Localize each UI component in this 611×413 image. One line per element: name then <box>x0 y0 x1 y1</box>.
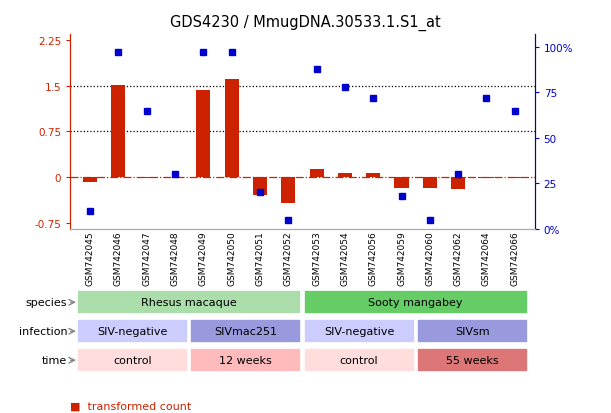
Bar <box>253 178 267 196</box>
Text: SIVsm: SIVsm <box>455 326 489 337</box>
Bar <box>366 173 380 178</box>
Text: Rhesus macaque: Rhesus macaque <box>141 297 237 308</box>
Bar <box>190 320 301 343</box>
Text: species: species <box>26 297 67 308</box>
Bar <box>111 85 125 178</box>
Bar <box>417 320 528 343</box>
Bar <box>77 349 188 372</box>
Bar <box>395 178 409 189</box>
Bar <box>304 291 528 314</box>
Bar <box>417 349 528 372</box>
Bar <box>310 170 324 178</box>
Text: control: control <box>113 355 152 366</box>
Text: control: control <box>340 355 378 366</box>
Text: SIVmac251: SIVmac251 <box>214 326 277 337</box>
Bar <box>508 178 522 179</box>
Bar <box>83 178 97 183</box>
Text: SIV-negative: SIV-negative <box>324 326 394 337</box>
Text: Sooty mangabey: Sooty mangabey <box>368 297 463 308</box>
Bar <box>196 91 210 178</box>
Bar <box>77 320 188 343</box>
Bar <box>423 178 437 189</box>
Bar <box>480 178 494 179</box>
Bar <box>281 178 295 203</box>
Text: ■  transformed count: ■ transformed count <box>70 401 191 411</box>
Bar <box>140 178 154 179</box>
Bar <box>225 79 239 178</box>
Bar <box>451 178 465 190</box>
Bar <box>190 349 301 372</box>
Text: GDS4230 / MmugDNA.30533.1.S1_at: GDS4230 / MmugDNA.30533.1.S1_at <box>170 14 441 31</box>
Bar <box>338 173 352 178</box>
Bar <box>77 291 301 314</box>
Text: 12 weeks: 12 weeks <box>219 355 272 366</box>
Text: 55 weeks: 55 weeks <box>446 355 499 366</box>
Text: SIV-negative: SIV-negative <box>97 326 168 337</box>
Bar <box>304 349 415 372</box>
Text: time: time <box>42 355 67 366</box>
Text: infection: infection <box>18 326 67 337</box>
Bar <box>304 320 415 343</box>
